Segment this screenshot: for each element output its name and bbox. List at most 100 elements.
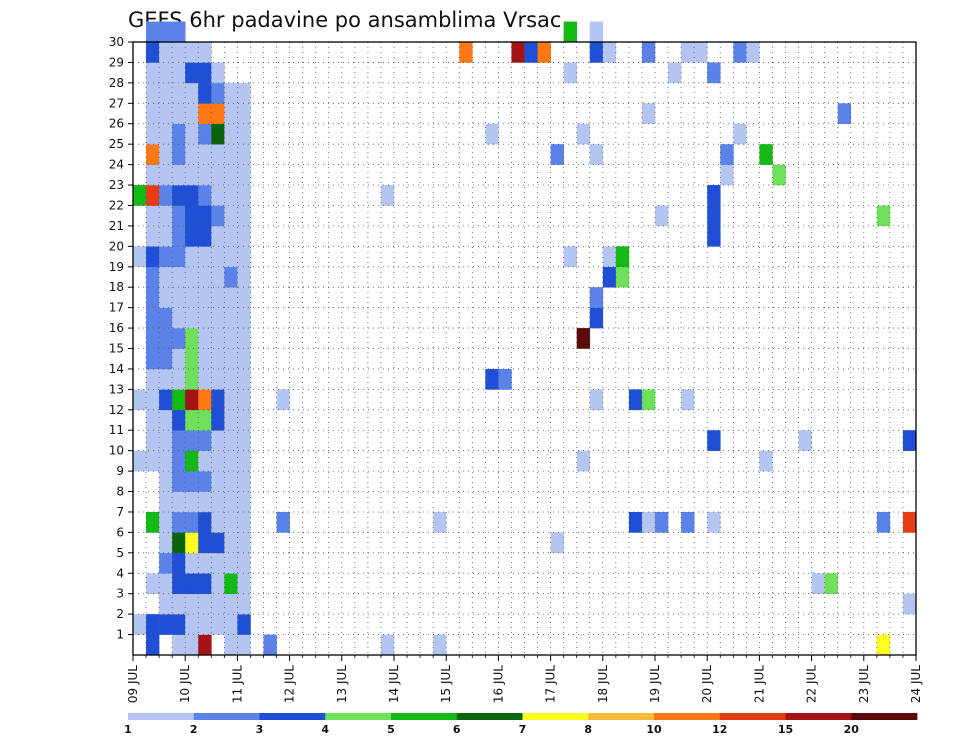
heatmap-cell <box>172 593 186 615</box>
heatmap-cell <box>641 103 656 125</box>
heatmap-cell <box>720 144 734 165</box>
heatmap-cell <box>707 430 721 451</box>
heatmap-cell <box>198 409 212 431</box>
legend-swatch <box>391 713 458 720</box>
heatmap-cell <box>198 593 212 615</box>
heatmap-cell <box>159 266 173 288</box>
heatmap-cell <box>146 634 160 656</box>
heatmap-cell <box>146 42 160 63</box>
heatmap-cell <box>237 266 251 288</box>
heatmap-cell <box>602 246 617 268</box>
y-tick-label: 1 <box>116 628 124 642</box>
heatmap-cell <box>198 123 212 145</box>
heatmap-cell <box>876 205 891 227</box>
heatmap-cell <box>211 144 225 165</box>
heatmap-cell <box>237 450 251 472</box>
heatmap-cell <box>133 185 147 206</box>
heatmap-cell <box>198 430 212 451</box>
heatmap-cell <box>237 82 251 104</box>
y-tick-label: 13 <box>109 382 124 396</box>
heatmap-cell <box>185 593 199 615</box>
heatmap-cell <box>185 185 199 206</box>
heatmap-cell <box>733 123 747 145</box>
heatmap-cell <box>237 123 251 145</box>
heatmap-cell <box>237 246 251 268</box>
legend-label: 3 <box>256 723 264 736</box>
heatmap-cell <box>172 409 186 431</box>
legend-label: 1 <box>124 723 132 736</box>
heatmap-cell <box>198 307 212 329</box>
heatmap-cell <box>198 42 212 63</box>
heatmap-cell <box>550 532 564 554</box>
heatmap-cell <box>224 430 238 451</box>
heatmap-cell <box>146 185 160 206</box>
heatmap-cell <box>146 450 160 472</box>
heatmap-cell <box>433 511 447 533</box>
heatmap-cell <box>224 185 238 206</box>
heatmap-cell <box>159 287 173 308</box>
heatmap-cell <box>172 42 186 63</box>
legend-swatch <box>851 713 918 720</box>
heatmap-cell <box>224 573 238 594</box>
x-tick-label: 19 JUL <box>648 665 662 703</box>
heatmap-cell <box>237 307 251 329</box>
heatmap-cell <box>172 511 186 533</box>
heatmap-cell <box>537 42 551 63</box>
heatmap-cell <box>159 21 173 43</box>
heatmap-cell <box>707 511 721 533</box>
heatmap-cell <box>798 430 812 451</box>
heatmap-cell <box>159 511 173 533</box>
heatmap-cell <box>224 164 238 186</box>
heatmap-cell <box>224 593 238 615</box>
heatmap-cell <box>159 573 173 594</box>
heatmap-cell <box>211 307 225 329</box>
heatmap-cell <box>159 471 173 492</box>
heatmap-cell <box>237 348 251 370</box>
heatmap-cell <box>146 62 160 84</box>
heatmap-cell <box>563 62 577 84</box>
heatmap-cell <box>146 511 160 533</box>
heatmap-cell <box>224 389 238 411</box>
heatmap-cell <box>198 185 212 206</box>
heatmap-cell <box>224 511 238 533</box>
heatmap-cell <box>237 185 251 206</box>
heatmap-cell <box>589 307 604 329</box>
heatmap-cell <box>185 634 199 656</box>
x-tick-label: 16 JUL <box>491 665 505 703</box>
heatmap-cell <box>146 614 160 635</box>
heatmap-cell <box>159 491 173 513</box>
y-tick-label: 26 <box>109 117 124 131</box>
heatmap-cell <box>615 266 630 288</box>
heatmap-cell <box>224 471 238 492</box>
heatmap-cell <box>237 552 251 574</box>
heatmap-cell <box>198 103 212 125</box>
legend-swatch <box>654 713 721 720</box>
heatmap-cell <box>211 471 225 492</box>
heatmap-cell <box>224 82 238 104</box>
heatmap-cell <box>641 511 656 533</box>
heatmap-cell <box>524 42 538 63</box>
heatmap-cell <box>237 389 251 411</box>
x-tick-label: 17 JUL <box>544 665 558 703</box>
heatmap-cell <box>237 368 251 390</box>
heatmap-cell <box>185 62 199 84</box>
heatmap-cell <box>576 123 591 145</box>
heatmap-cell <box>211 164 225 186</box>
heatmap-cell <box>224 409 238 431</box>
heatmap-cell <box>172 348 186 370</box>
heatmap-cell <box>511 42 525 63</box>
legend-swatch <box>456 713 523 720</box>
heatmap-cell <box>185 389 199 411</box>
heatmap-cell <box>237 205 251 227</box>
heatmap-cell <box>485 368 499 390</box>
heatmap-cell <box>172 614 186 635</box>
heatmap-cell <box>237 614 251 635</box>
heatmap-cell <box>172 205 186 227</box>
heatmap-cell <box>902 511 917 533</box>
y-tick-label: 2 <box>116 607 124 621</box>
x-tick-label: 14 JUL <box>387 665 401 703</box>
heatmap-cell <box>133 389 147 411</box>
heatmap-cell <box>159 593 173 615</box>
heatmap-cell <box>172 307 186 329</box>
heatmap-cell <box>159 144 173 165</box>
